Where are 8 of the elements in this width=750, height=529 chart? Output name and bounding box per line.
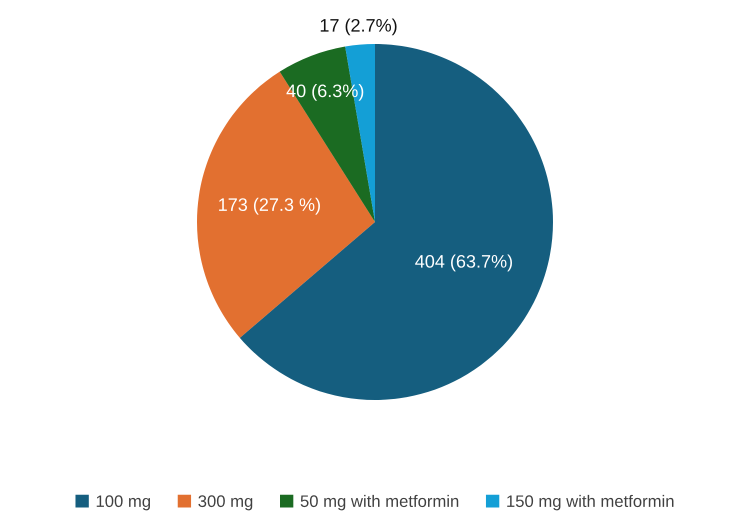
pie-slice	[197, 72, 375, 338]
data-label: 17 (2.7%)	[320, 18, 397, 36]
data-label: 173 (27.3 %)	[219, 198, 320, 215]
legend-label: 150 mg with metformin	[507, 494, 674, 510]
legend-label: 50 mg with metformin	[300, 494, 458, 510]
data-label: 404 (63.7%)	[415, 254, 512, 272]
legend-label: 100 mg	[96, 495, 150, 510]
legend-label: 300 mg	[198, 495, 252, 510]
